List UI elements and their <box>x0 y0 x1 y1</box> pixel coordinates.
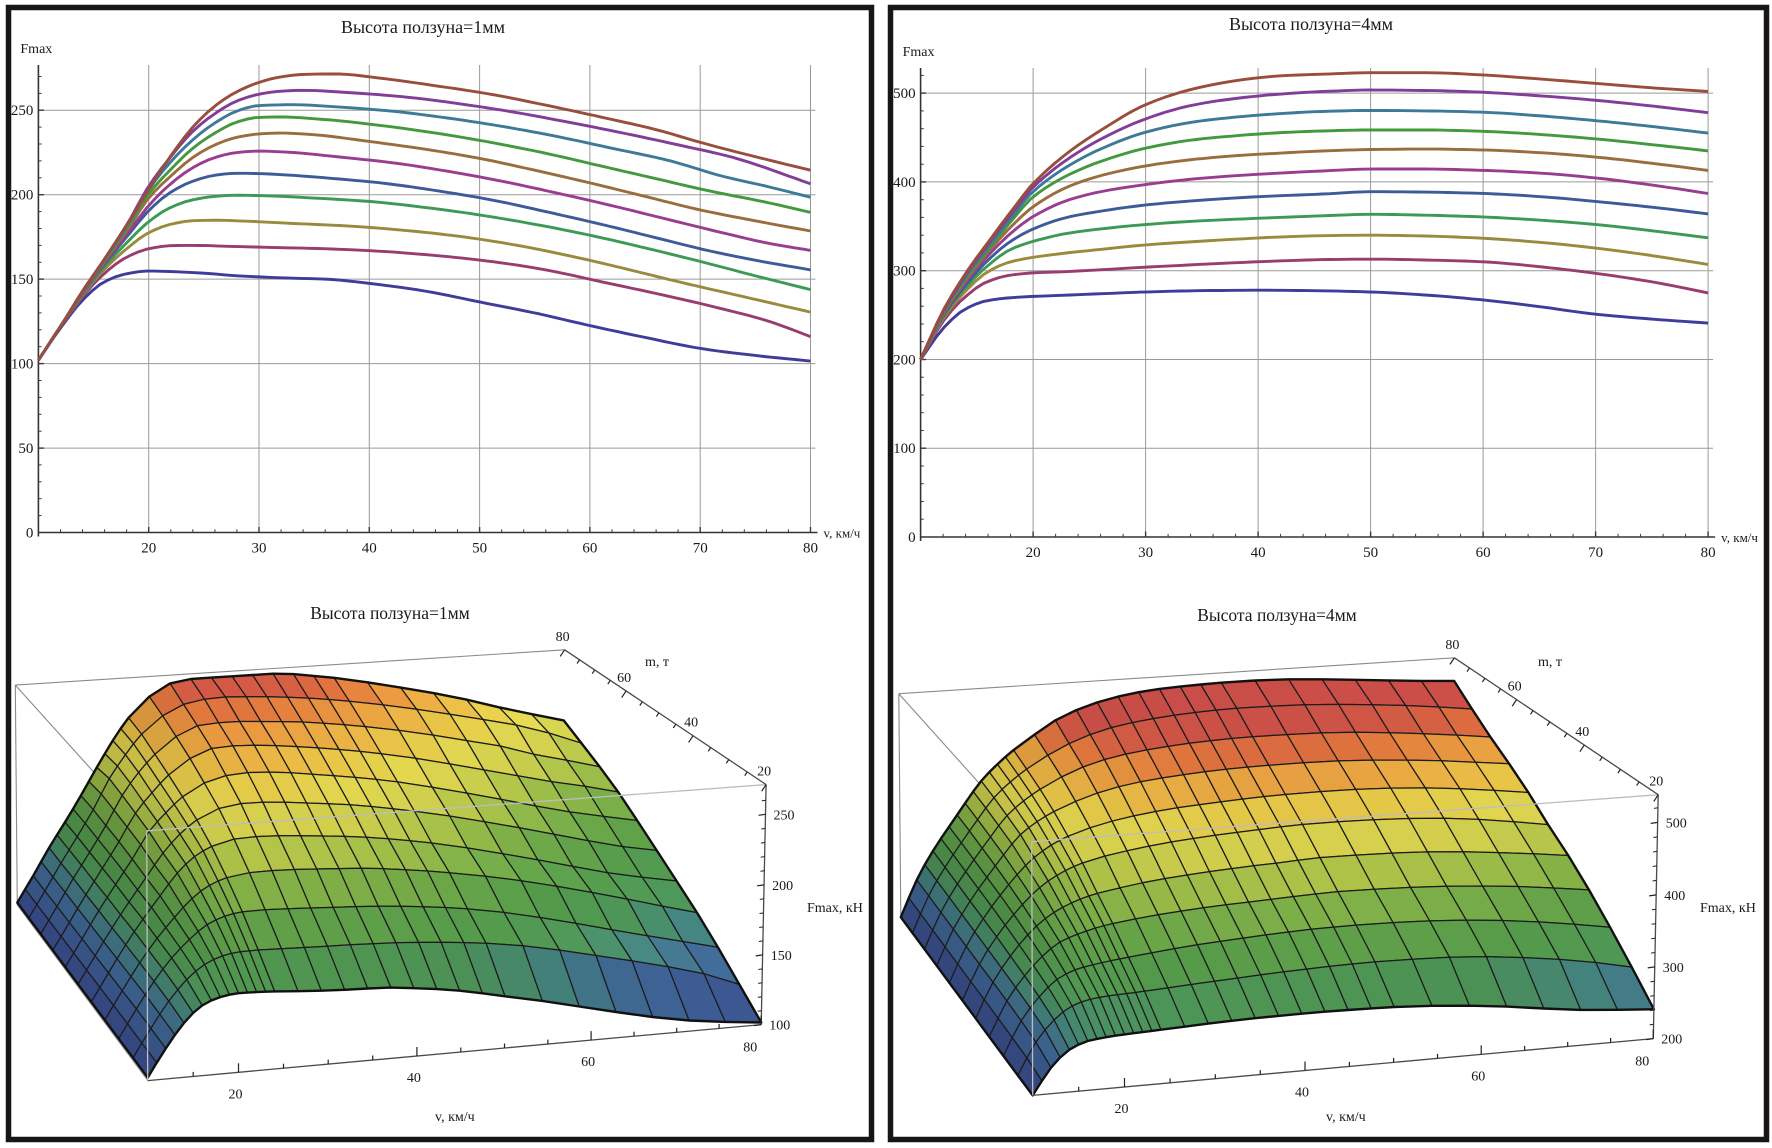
svg-text:200: 200 <box>1661 1033 1682 1048</box>
svg-text:60: 60 <box>617 671 631 686</box>
svg-text:Fmax, кH: Fmax, кH <box>1700 901 1756 916</box>
svg-text:500: 500 <box>1666 816 1687 831</box>
svg-text:60: 60 <box>1471 1069 1485 1084</box>
svg-text:100: 100 <box>11 357 34 373</box>
svg-text:80: 80 <box>1701 545 1716 561</box>
svg-text:200: 200 <box>772 879 793 894</box>
svg-text:50: 50 <box>18 441 33 457</box>
svg-text:Высота ползуна=1мм: Высота ползуна=1мм <box>341 17 505 37</box>
svg-text:60: 60 <box>1508 680 1522 695</box>
svg-text:Fmax: Fmax <box>903 45 935 60</box>
svg-text:20: 20 <box>1026 545 1041 561</box>
svg-text:150: 150 <box>771 949 792 964</box>
svg-text:30: 30 <box>1138 545 1153 561</box>
svg-text:400: 400 <box>893 175 916 191</box>
svg-text:20: 20 <box>757 765 771 780</box>
svg-text:80: 80 <box>556 630 570 645</box>
svg-text:300: 300 <box>893 264 916 280</box>
svg-text:200: 200 <box>11 188 34 204</box>
svg-text:200: 200 <box>893 353 916 369</box>
svg-text:40: 40 <box>407 1071 421 1086</box>
svg-text:80: 80 <box>803 541 818 557</box>
svg-text:v, км/ч: v, км/ч <box>824 526 861 541</box>
svg-text:v, км/ч: v, км/ч <box>435 1110 475 1125</box>
svg-text:50: 50 <box>1363 545 1378 561</box>
svg-text:60: 60 <box>1476 545 1491 561</box>
svg-text:20: 20 <box>1115 1102 1129 1117</box>
svg-text:m, т: m, т <box>1538 655 1562 670</box>
svg-text:500: 500 <box>893 86 916 102</box>
svg-text:20: 20 <box>141 541 156 557</box>
svg-text:Высота ползуна=1мм: Высота ползуна=1мм <box>310 603 470 623</box>
svg-text:20: 20 <box>229 1087 243 1102</box>
svg-text:0: 0 <box>26 526 34 542</box>
svg-text:0: 0 <box>908 530 916 546</box>
svg-text:Fmax: Fmax <box>20 42 52 57</box>
svg-text:250: 250 <box>774 808 795 823</box>
svg-text:250: 250 <box>11 103 34 119</box>
svg-text:40: 40 <box>1295 1086 1309 1101</box>
svg-text:80: 80 <box>1635 1055 1649 1070</box>
svg-text:40: 40 <box>1251 545 1266 561</box>
svg-text:v, км/ч: v, км/ч <box>1721 530 1758 545</box>
svg-text:150: 150 <box>11 272 34 288</box>
svg-text:70: 70 <box>693 541 708 557</box>
svg-text:80: 80 <box>743 1041 757 1056</box>
svg-text:60: 60 <box>582 541 597 557</box>
svg-text:m, т: m, т <box>645 655 669 670</box>
svg-text:Высота ползуна=4мм: Высота ползуна=4мм <box>1229 14 1393 34</box>
svg-text:30: 30 <box>252 541 267 557</box>
svg-text:400: 400 <box>1664 889 1685 904</box>
svg-text:40: 40 <box>362 541 377 557</box>
svg-text:300: 300 <box>1663 961 1684 976</box>
svg-text:20: 20 <box>1649 775 1663 790</box>
svg-text:100: 100 <box>769 1019 790 1034</box>
svg-text:100: 100 <box>893 441 916 457</box>
svg-text:50: 50 <box>472 541 487 557</box>
svg-text:40: 40 <box>684 716 698 731</box>
svg-text:60: 60 <box>581 1055 595 1070</box>
svg-text:v, км/ч: v, км/ч <box>1326 1110 1366 1125</box>
svg-text:Fmax, кH: Fmax, кH <box>807 901 863 916</box>
svg-text:80: 80 <box>1445 638 1459 653</box>
svg-text:Высота ползуна=4мм: Высота ползуна=4мм <box>1197 605 1357 625</box>
svg-text:70: 70 <box>1588 545 1603 561</box>
svg-text:40: 40 <box>1575 725 1589 740</box>
